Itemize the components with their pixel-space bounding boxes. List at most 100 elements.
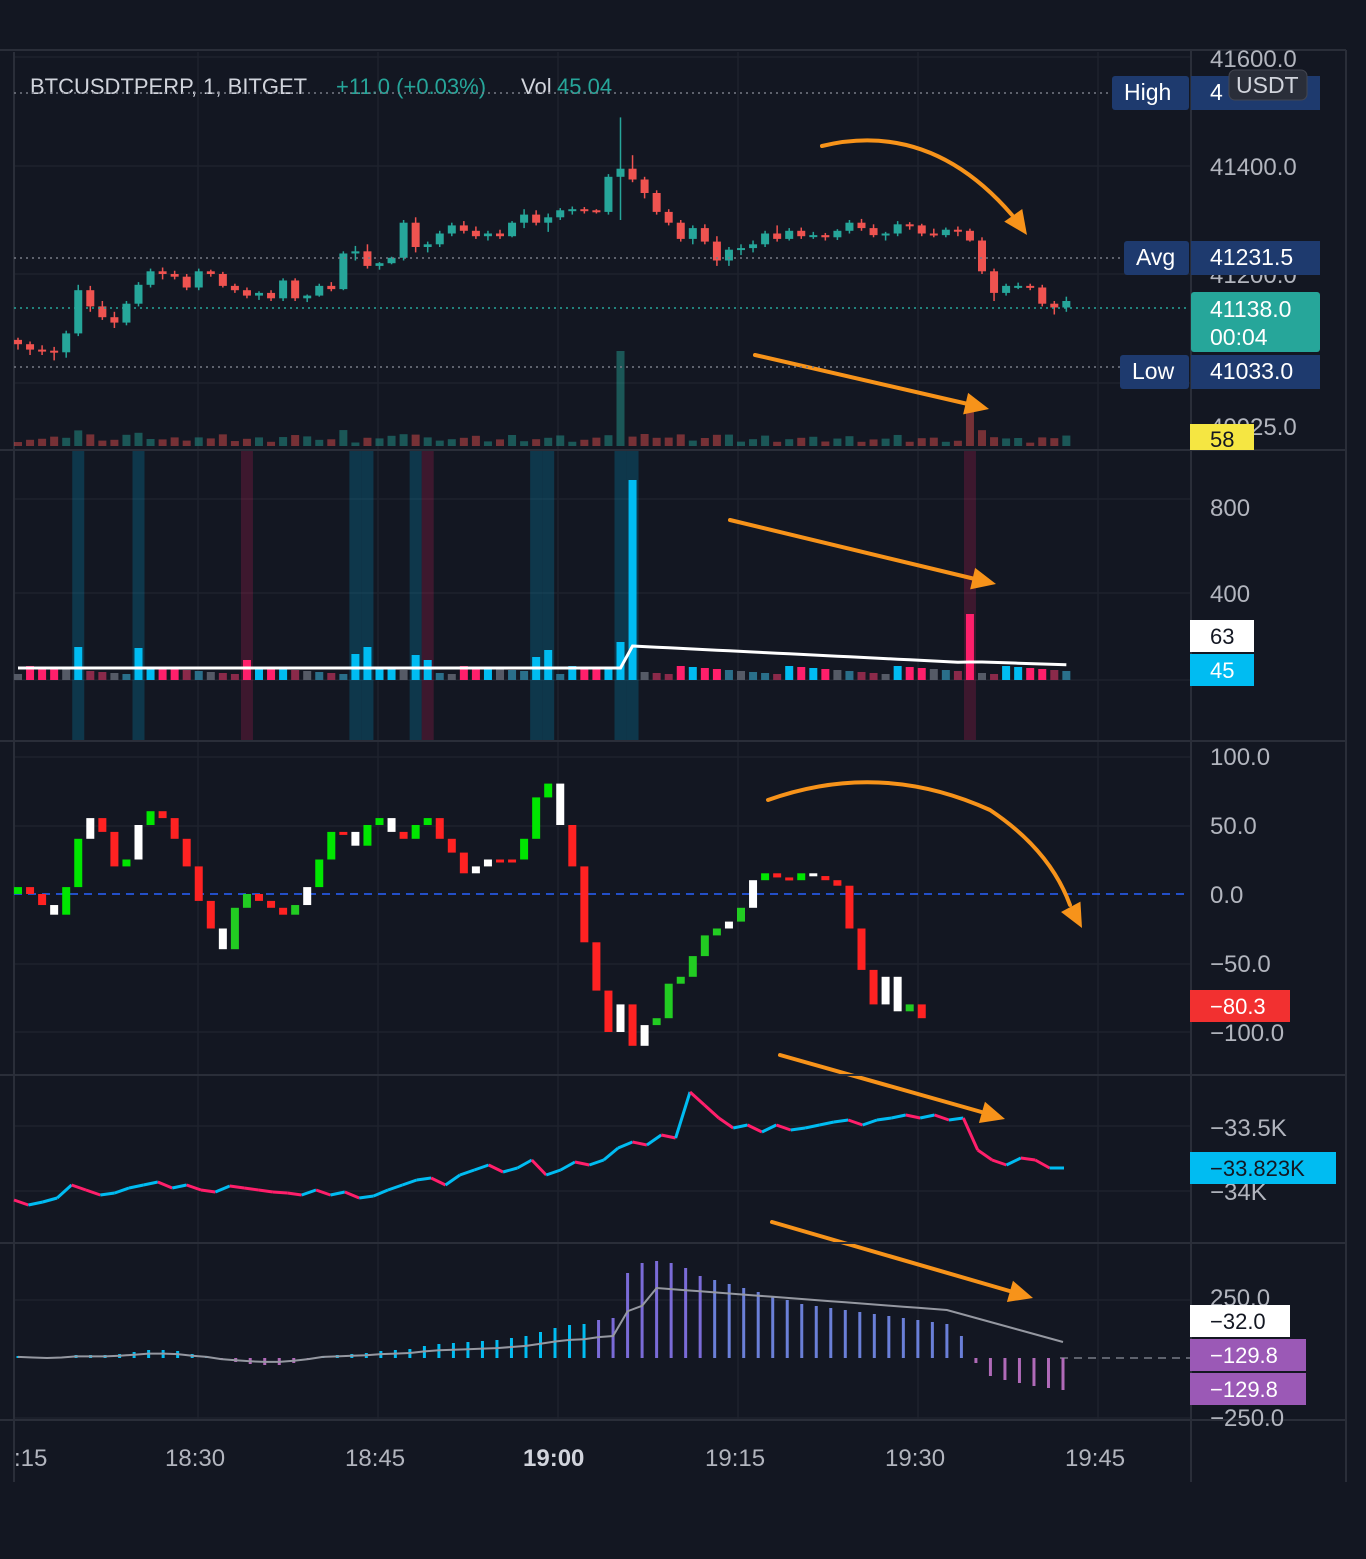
volume-bar [857,441,866,446]
low-label-bg [1120,355,1189,389]
oscillator-bar [14,887,22,894]
histogram-pane[interactable] [16,1261,1190,1390]
oscillator-bar [26,887,35,894]
volume-bar [291,670,300,680]
arrow-head [978,1101,1005,1123]
oscillator-bar [833,880,842,886]
volume-bar [724,670,733,680]
candle-body [146,271,155,285]
volume-bar [134,648,143,680]
volume-bar [303,436,312,446]
volume-bar [242,438,251,446]
oscillator-bar [471,866,480,874]
cvd-segment [804,1123,820,1130]
cvd-segment [430,1176,447,1187]
symbol-title[interactable]: BTCUSDTPERP, 1, BITGET [30,74,307,99]
candle-body [688,228,697,239]
candle-body [978,240,986,272]
volume-bar [640,434,649,446]
cvd-segment [258,1188,274,1194]
candle-body [122,303,131,323]
oscillator-bar [134,825,143,860]
cvd-segment [905,1113,921,1120]
cvd-segment [401,1178,418,1187]
volume-pane[interactable] [14,451,1071,740]
volume-bar [688,667,697,680]
osc-tick: 100.0 [1210,744,1270,771]
volume-bar [833,670,842,680]
candle-body [411,222,420,247]
candle-body [1026,285,1035,288]
volume-bar [821,669,830,680]
candle-body [38,349,47,352]
candle-body [917,225,926,234]
volume-bar [194,671,203,680]
osc-tick: 50.0 [1210,813,1257,840]
volume-bar [592,668,601,680]
volume-bar [435,673,444,680]
cvd-segment [602,1146,620,1162]
volume-bar [399,434,408,446]
volume-bar [267,668,276,680]
volume-bar [869,673,878,680]
oscillator-bar [857,928,866,970]
volume-bar [580,667,589,680]
candle-body [821,235,830,238]
oscillator-bar [773,873,782,878]
oscillator-bar [218,928,227,950]
hist-value: −129.8 [1210,1343,1278,1368]
volume-bar [471,667,480,680]
volume-ma-value: 63 [1210,624,1234,649]
candle-body [1038,287,1047,304]
price-candles[interactable] [14,117,1071,361]
volume-bar [50,436,59,446]
time-axis[interactable]: :15 18:30 18:45 19:00 19:15 19:30 19:45 [14,1445,1125,1472]
volume-bar [1026,442,1035,446]
histogram-axis[interactable]: 250.0 −250.0 −32.0 −129.8 −129.8 [1190,1285,1306,1432]
cvd-segment [71,1183,87,1192]
cvd-segment [574,1160,590,1167]
volume-highlight-column [72,451,85,740]
volume-bar [580,439,589,446]
oscillator-axis[interactable]: 100.0 50.0 0.0 −50.0 −100.0 −80.3 [1190,744,1290,1047]
volume-bar [291,435,300,446]
candle-body [616,168,625,177]
volume-bar [230,441,239,446]
cvd-segment [214,1184,231,1194]
oscillator-pane[interactable] [14,783,1190,1046]
pane-separators[interactable] [0,49,1347,1482]
oscillator-bar [881,976,890,1005]
volume-bar [363,647,372,680]
oscillator-bar [869,969,878,1005]
cvd-segment [660,1133,676,1140]
currency-button[interactable] [1228,69,1308,101]
volume-bar [38,667,47,680]
volume-highlight-column [963,451,976,740]
cvd-pane[interactable] [13,1090,1064,1207]
oscillator-bar [122,859,131,867]
cvd-segment [186,1183,202,1192]
oscillator-bar [339,831,348,835]
arrow-head [970,567,996,590]
volume-ma-line [18,644,1067,670]
volume-bar [676,666,685,680]
volume-bar [724,434,733,446]
volume-bar [773,674,782,680]
volume-bar [255,667,263,680]
volume-bar [508,435,517,446]
volume-bar [447,674,456,680]
volume-bar [700,438,709,446]
oscillator-bar [182,838,191,867]
cvd-axis[interactable]: −33.5K −34K −33.823K [1190,1115,1336,1206]
volume-bar [881,438,890,446]
oscillator-bar [170,818,179,839]
cvd-segment [315,1188,331,1197]
oscillator-bar [724,921,733,929]
cvd-segment [387,1183,403,1192]
volume-bar [568,441,577,446]
volume-axis[interactable]: 800 400 63 45 [1190,495,1254,686]
low-value-bg [1191,355,1320,389]
cvd-segment [761,1123,777,1134]
cvd-segment [301,1188,317,1197]
